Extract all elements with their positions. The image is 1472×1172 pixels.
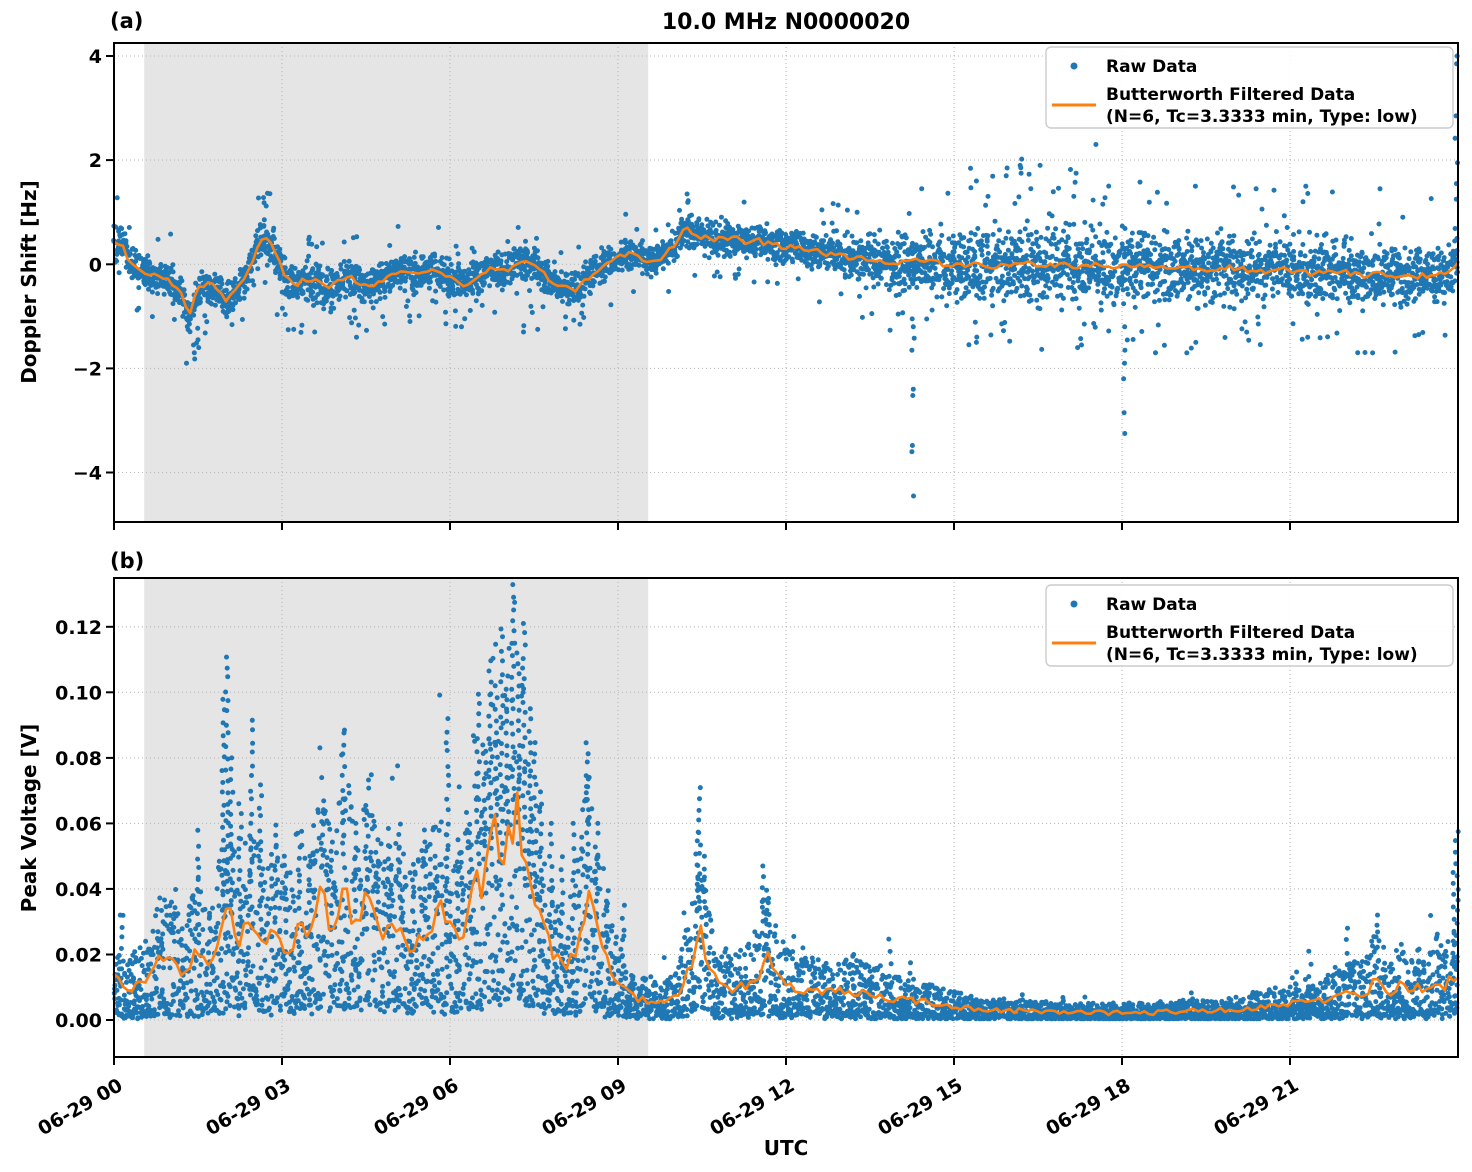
legend-raw-label: Raw Data (1106, 595, 1197, 615)
legend-panel-b: Raw Data Butterworth Filtered Data (N=6,… (1045, 584, 1454, 667)
filtered-line (112, 791, 1460, 1017)
x-tick-label: 06-29 15 (874, 1074, 966, 1140)
y-tick-label: 0.10 (55, 682, 102, 704)
legend-filtered-label-line2: (N=6, Tc=3.3333 min, Type: low) (1106, 645, 1418, 665)
plot-panels: 4 2 0 −2 −4 06-29 00 06-29 03 06-29 06 06-29 09 0… (34, 42, 1461, 1140)
x-tick-label: 06-29 03 (202, 1074, 294, 1140)
x-tick-label: 06-29 06 (370, 1074, 462, 1140)
y-tick-label: 0.12 (55, 617, 102, 639)
legend-box (1045, 46, 1454, 129)
y-tick-label: 0.02 (55, 945, 102, 967)
y-tick-label: 0.04 (55, 879, 102, 901)
legend-filtered-label-line1: Butterworth Filtered Data (1106, 623, 1355, 643)
legend-filtered-label-line1: Butterworth Filtered Data (1106, 85, 1355, 105)
y-tick-label: 0.00 (55, 1010, 102, 1032)
x-tick-label: 06-29 21 (1210, 1074, 1302, 1140)
y-tick-label: 0 (89, 254, 102, 276)
filtered-line (112, 226, 1460, 315)
y-tick-label: 2 (89, 150, 102, 172)
panel-a-y-axis-label: Doppler Shift [Hz] (17, 180, 41, 384)
y-tick-label: 0.08 (55, 748, 102, 770)
x-tick-label: 06-29 00 (34, 1074, 126, 1140)
legend-raw-label: Raw Data (1106, 57, 1197, 77)
chart-title: 10.0 MHz N0000020 (662, 10, 910, 35)
raw-data-marker-icon (1070, 62, 1078, 70)
y-tick-label: 0.06 (55, 813, 102, 835)
legend-panel-a: Raw Data Butterworth Filtered Data (N=6,… (1045, 46, 1454, 129)
legend-box (1045, 584, 1454, 667)
y-tick-label: −2 (73, 358, 102, 380)
y-tick-label: 4 (89, 46, 102, 68)
raw-data-marker-icon (1070, 600, 1078, 608)
y-tick-label: −4 (73, 463, 102, 485)
legend-filtered-label-line2: (N=6, Tc=3.3333 min, Type: low) (1106, 107, 1418, 127)
panel-a-label: (a) (110, 9, 143, 33)
x-tick-label: 06-29 18 (1042, 1074, 1134, 1140)
x-tick-label: 06-29 12 (706, 1074, 798, 1140)
panel-b-label: (b) (110, 549, 144, 573)
panel-a: 4 2 0 −2 −4 (73, 42, 1461, 530)
x-tick-label: 06-29 09 (538, 1074, 630, 1140)
panel-b-y-axis-label: Peak Voltage [V] (17, 724, 41, 913)
x-axis-label: UTC (764, 1136, 809, 1160)
